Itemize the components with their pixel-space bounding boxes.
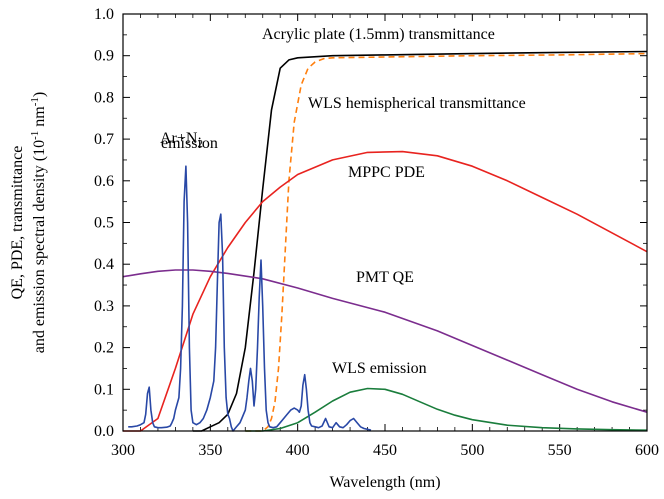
y-tick-label: 0.3 bbox=[94, 298, 114, 315]
x-tick-label: 550 bbox=[548, 442, 572, 459]
annotation-wls-emission: WLS emission bbox=[332, 360, 427, 377]
series-line-pmt bbox=[122, 269, 648, 413]
x-tick-label: 450 bbox=[373, 442, 397, 459]
y-axis-label-line1: QE, PDE, transmittance bbox=[9, 146, 26, 300]
chart-series bbox=[122, 50, 648, 432]
y-axis-text: and emission spectral density (10 bbox=[31, 140, 48, 353]
annotation-ar-n2-main: Ar+N bbox=[160, 130, 198, 147]
y-axis-text: ) bbox=[31, 92, 48, 97]
y-tick-label: 0.0 bbox=[94, 423, 114, 440]
x-tick-label: 300 bbox=[111, 442, 135, 459]
annotation-pmt-qe: PMT QE bbox=[356, 269, 414, 286]
tick-labels: 300 350 400 450 500 550 600 0.0 0.1 0.2 0.3 0.4 0.5 0… bbox=[94, 6, 659, 459]
series-line-wls-emission bbox=[245, 387, 648, 432]
series-line-ar-n2 bbox=[128, 165, 372, 432]
y-tick-label: 0.7 bbox=[94, 131, 114, 148]
x-tick-label: 600 bbox=[635, 442, 659, 459]
annotation-acrylic: Acrylic plate (1.5mm) transmittance bbox=[262, 26, 495, 43]
annotation-ar-n2: Ar+N2 bbox=[160, 130, 203, 150]
y-tick-label: 0.8 bbox=[94, 89, 114, 106]
x-tick-label: 400 bbox=[286, 442, 310, 459]
plot-frame bbox=[122, 13, 648, 432]
annotation-wls-transmittance: WLS hemispherical transmittance bbox=[308, 95, 526, 112]
y-axis-superscript: -1 bbox=[29, 97, 41, 106]
y-axis-text: nm bbox=[31, 106, 48, 131]
y-tick-label: 0.5 bbox=[94, 215, 114, 232]
series-line-wls-trans bbox=[245, 52, 648, 432]
y-tick-label: 0.6 bbox=[94, 173, 114, 190]
series-line-acrylic bbox=[192, 50, 648, 432]
annotation-ar-emission: emission bbox=[161, 135, 218, 152]
x-axis-label: Wavelength (nm) bbox=[329, 474, 440, 491]
y-tick-label: 1.0 bbox=[94, 6, 114, 23]
y-axis-label-line2: and emission spectral density (10-1 nm-1… bbox=[29, 92, 48, 353]
y-tick-label: 0.2 bbox=[94, 340, 114, 357]
annotation-ar-n2-subscript: 2 bbox=[197, 138, 203, 150]
y-tick-label: 0.9 bbox=[94, 48, 114, 65]
y-tick-label: 0.4 bbox=[94, 256, 114, 273]
annotation-mppc-pde: MPPC PDE bbox=[348, 164, 425, 181]
x-tick-label: 350 bbox=[198, 442, 222, 459]
x-tick-label: 500 bbox=[460, 442, 484, 459]
y-axis-superscript: -1 bbox=[29, 131, 41, 140]
y-tick-label: 0.1 bbox=[94, 381, 114, 398]
